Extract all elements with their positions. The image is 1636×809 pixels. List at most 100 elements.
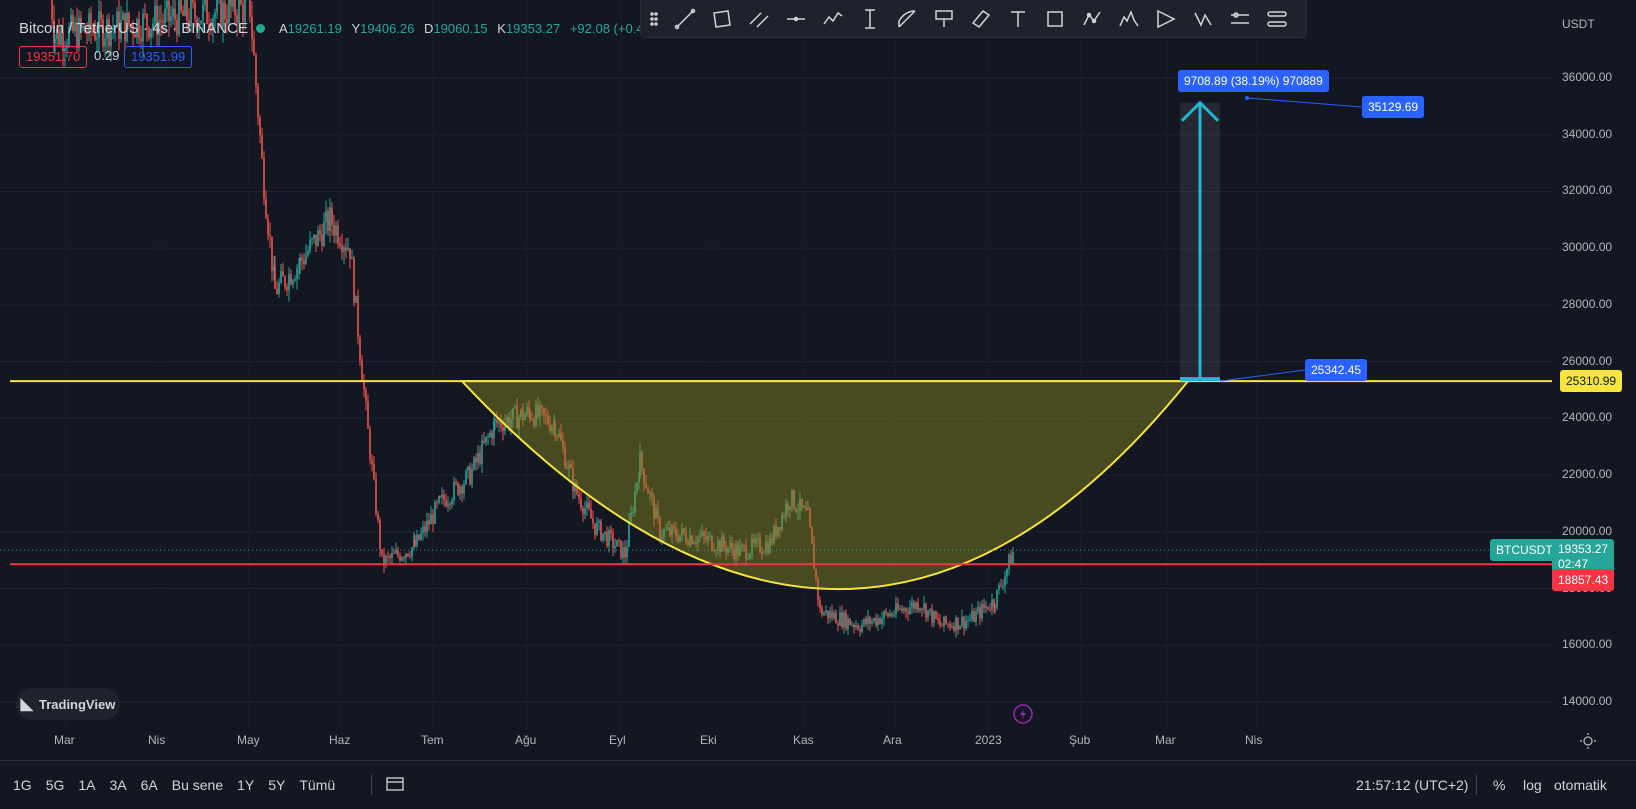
x-tick-label: Ağu xyxy=(515,733,537,747)
candle-body xyxy=(377,513,379,520)
settings-list-icon[interactable] xyxy=(1261,3,1293,35)
candle-body xyxy=(977,607,979,612)
candle-body xyxy=(1012,552,1014,565)
position-tool-icon[interactable] xyxy=(1224,3,1256,35)
candle-body xyxy=(582,507,584,515)
resistance-price-label[interactable]: 25310.99 xyxy=(1560,370,1623,393)
time-axis[interactable]: Mar Nis May Haz Tem Ağu Eyl Eki Kas Ara 2023 Şub Mar… xyxy=(0,730,1552,752)
range-button[interactable]: 3A xyxy=(109,777,127,793)
callout-icon[interactable] xyxy=(928,3,960,35)
candle-body xyxy=(549,424,551,432)
parallel-channel-icon[interactable] xyxy=(743,3,775,35)
candle-body xyxy=(269,234,271,237)
candle-body xyxy=(620,540,622,559)
candle-body xyxy=(807,508,809,510)
candle-body xyxy=(815,569,817,579)
base-price-label[interactable]: 25342.45 xyxy=(1305,359,1368,381)
candle-body xyxy=(393,553,395,555)
range-button[interactable]: Bu sene xyxy=(171,777,224,793)
tradingview-logo[interactable]: ◣ TradingView xyxy=(16,688,120,720)
currency-label[interactable]: USDT xyxy=(1562,17,1595,31)
text-tool-icon[interactable] xyxy=(1002,3,1034,35)
replay-icon[interactable] xyxy=(1013,704,1033,724)
candle-body xyxy=(88,13,90,35)
xabcd-pattern-icon[interactable] xyxy=(1187,3,1219,35)
date-range-icon[interactable] xyxy=(386,776,404,795)
pattern-tool-icon[interactable] xyxy=(1076,3,1108,35)
candle-body xyxy=(128,12,130,25)
drag-handle-icon[interactable] xyxy=(647,3,661,35)
arc-tool-icon[interactable] xyxy=(891,3,923,35)
candle-body xyxy=(574,482,576,492)
candle-body xyxy=(164,8,166,23)
candle-body xyxy=(628,521,630,547)
frame-icon[interactable] xyxy=(1039,3,1071,35)
range-button[interactable]: 6A xyxy=(140,777,158,793)
candle-body xyxy=(96,37,98,40)
candle-body xyxy=(500,421,502,428)
target-measure-label[interactable]: 9708.89 (38.19%) 970889 xyxy=(1178,70,1329,92)
trend-line-icon[interactable] xyxy=(669,3,701,35)
candle-body xyxy=(329,207,331,231)
candle-body xyxy=(937,618,939,620)
last-price-label[interactable]: 19353.27 02:47 xyxy=(1552,539,1615,576)
range-button[interactable]: 1Y xyxy=(237,777,255,793)
range-button[interactable]: 1G xyxy=(13,777,32,793)
candle-body xyxy=(255,54,257,87)
candle-body xyxy=(833,612,835,618)
clock-display[interactable]: 21:57:12 (UTC+2) xyxy=(1356,777,1469,793)
candle-body xyxy=(592,518,594,524)
candle-body xyxy=(693,542,695,545)
candle-body xyxy=(875,618,877,626)
candle-body xyxy=(949,624,951,628)
candle-body xyxy=(759,538,761,553)
auto-scale-toggle[interactable]: otomatik xyxy=(1554,777,1607,793)
percent-toggle[interactable]: % xyxy=(1493,777,1506,793)
candle-body xyxy=(829,611,831,619)
candle-body xyxy=(120,19,122,40)
candle-body xyxy=(496,419,498,424)
price-chart[interactable] xyxy=(0,0,1552,730)
candle-body xyxy=(449,503,451,505)
candle-body xyxy=(451,500,453,505)
range-button[interactable]: 1A xyxy=(78,777,96,793)
elliott-wave-icon[interactable] xyxy=(1113,3,1145,35)
rectangle-tool-icon[interactable] xyxy=(706,3,738,35)
cup-pattern-fill[interactable] xyxy=(459,380,1191,591)
candle-body xyxy=(813,543,815,570)
close-key: K xyxy=(497,21,506,36)
candle-body xyxy=(929,608,931,611)
candle-body xyxy=(687,541,689,546)
candle-body xyxy=(206,0,208,24)
open-value: 19261.19 xyxy=(287,21,342,36)
target-price-label[interactable]: 35129.69 xyxy=(1362,96,1425,118)
buy-price-box[interactable]: 19351.99 xyxy=(124,46,193,68)
brush-icon[interactable] xyxy=(965,3,997,35)
fib-fan-icon[interactable] xyxy=(1150,3,1182,35)
horizontal-ray-icon[interactable] xyxy=(780,3,812,35)
range-button[interactable]: 5G xyxy=(45,777,65,793)
target-arrow-head xyxy=(1180,100,1220,122)
symbol-title[interactable]: Bitcoin / TetherUS · 4s · BINANCE xyxy=(19,20,248,37)
candle-body xyxy=(1006,568,1008,577)
candle-body xyxy=(463,483,465,494)
candle-series xyxy=(51,0,1014,638)
range-button[interactable]: 5Y xyxy=(268,777,286,793)
path-tool-icon[interactable] xyxy=(817,3,849,35)
sun-icon[interactable] xyxy=(1580,733,1596,749)
candle-body xyxy=(441,494,443,498)
vertical-line-icon[interactable] xyxy=(854,3,886,35)
candle-body xyxy=(596,522,598,535)
support-price-label[interactable]: 18857.43 xyxy=(1552,569,1615,592)
candle-body xyxy=(533,419,535,426)
candle-body xyxy=(568,464,570,469)
candle-body xyxy=(528,407,530,412)
sell-price-box[interactable]: 19351.70 xyxy=(19,46,88,68)
candle-body xyxy=(985,606,987,609)
log-toggle[interactable]: log xyxy=(1523,777,1542,793)
candle-body xyxy=(100,11,102,20)
candle-body xyxy=(234,0,236,16)
range-button[interactable]: Tümü xyxy=(299,777,336,793)
candle-body xyxy=(240,0,242,5)
candle-body xyxy=(292,280,294,285)
